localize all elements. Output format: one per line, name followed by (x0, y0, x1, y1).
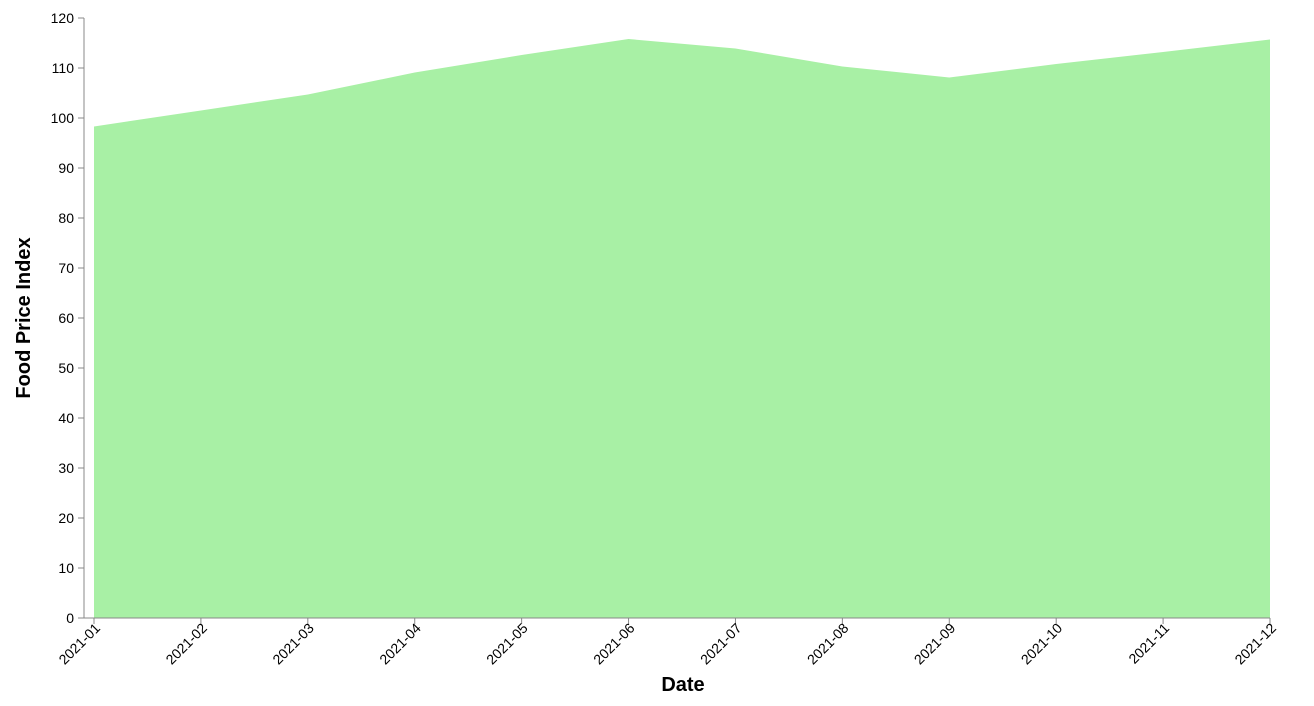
plot-area (94, 39, 1270, 618)
x-tick-label-2021-08: 2021-08 (804, 620, 852, 668)
y-tick-label-100: 100 (51, 110, 75, 126)
x-tick-label-2021-05: 2021-05 (483, 620, 531, 668)
x-axis: 2021-01 2021-02 2021-03 2021-04 2021-05 2021-… (55, 617, 1279, 668)
x-tick-label-2021-03: 2021-03 (269, 620, 317, 668)
x-tick-label-2021-11: 2021-11 (1125, 620, 1172, 667)
x-tick-label-2021-10: 2021-10 (1018, 620, 1066, 668)
x-tick-label-2021-02: 2021-02 (162, 620, 210, 668)
y-tick-label-50: 50 (58, 360, 74, 376)
y-tick-label-80: 80 (58, 210, 74, 226)
y-axis-title: Food Price Index (13, 237, 35, 398)
x-axis-title: Date (661, 674, 704, 696)
x-tick-label-2021-09: 2021-09 (911, 620, 959, 668)
y-tick-label-60: 60 (58, 310, 74, 326)
x-tick-label-2021-01: 2021-01 (55, 620, 103, 668)
y-tick-label-20: 20 (58, 510, 74, 526)
y-tick-label-70: 70 (58, 260, 74, 276)
y-tick-label-120: 120 (51, 10, 75, 26)
y-axis: 0 10 20 30 40 50 60 70 80 90 100 110 120 (51, 10, 85, 626)
y-tick-label-0: 0 (66, 610, 74, 626)
y-tick-label-110: 110 (52, 60, 75, 76)
x-tick-label-2021-04: 2021-04 (376, 620, 424, 668)
x-tick-label-2021-07: 2021-07 (697, 620, 745, 668)
y-tick-label-90: 90 (58, 160, 74, 176)
y-tick-label-30: 30 (58, 460, 74, 476)
area-series (94, 39, 1270, 618)
x-tick-label-2021-06: 2021-06 (590, 620, 638, 668)
y-tick-label-10: 10 (58, 560, 74, 576)
x-tick-label-2021-12: 2021-12 (1231, 620, 1279, 668)
y-tick-label-40: 40 (58, 410, 74, 426)
